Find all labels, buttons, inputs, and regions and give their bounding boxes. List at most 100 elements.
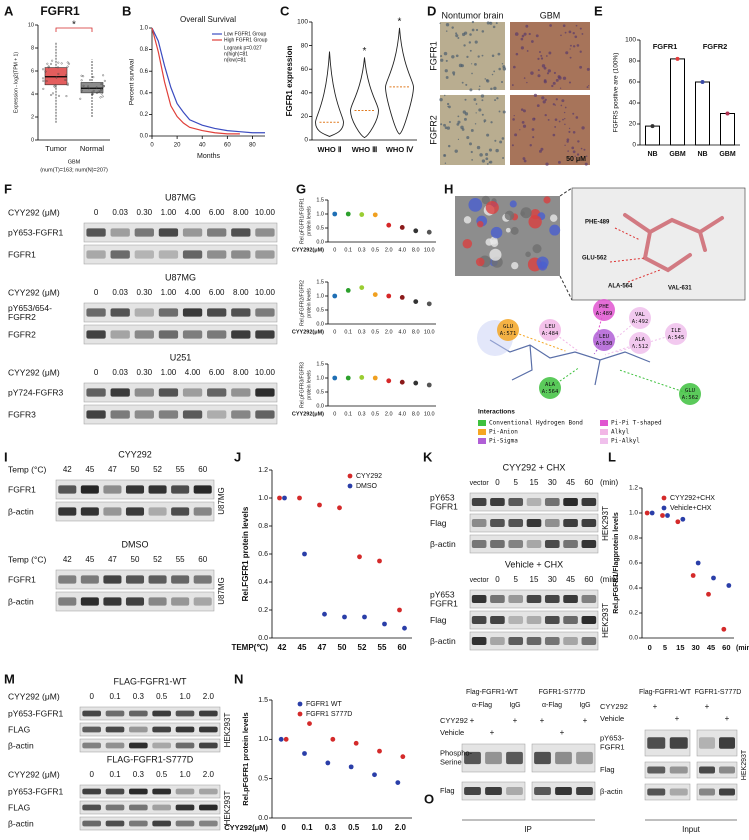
cell-nucleus: [475, 112, 477, 114]
cell-nucleus: [543, 79, 547, 82]
x-tick-label: 15: [676, 643, 684, 652]
lane-label: vector: [470, 480, 490, 487]
cell-nucleus: [586, 86, 589, 89]
lane-label: 30: [548, 575, 557, 584]
y-axis-label: protein levels: [306, 206, 312, 236]
lane-unit: (min): [600, 575, 619, 584]
cell-nucleus: [470, 63, 473, 65]
cell-nucleus: [485, 157, 489, 161]
jitter: [42, 77, 45, 80]
panel-letter: G: [296, 181, 306, 196]
cell-nucleus: [579, 27, 582, 30]
blot-band: [526, 498, 542, 506]
blot-band: [563, 498, 578, 506]
x-tick-label: 0: [333, 329, 336, 335]
data-point: [725, 111, 730, 116]
cell-nucleus: [572, 32, 575, 35]
blot-band: [581, 637, 597, 645]
data-point: [325, 760, 331, 766]
blot-membrane: [83, 404, 278, 425]
jitter: [66, 61, 69, 64]
data-point: [665, 513, 670, 518]
blot-band: [544, 519, 560, 527]
cell-nucleus: [541, 96, 545, 100]
panel-letter: K: [423, 449, 433, 464]
blot-band: [544, 595, 560, 603]
jitter: [56, 66, 59, 69]
jitter: [50, 94, 53, 97]
lane-label: 47: [108, 465, 117, 474]
cell-nucleus: [575, 24, 578, 27]
blot-band: [563, 616, 578, 624]
x-tick-label: 42: [278, 643, 287, 652]
residue-id: A:571: [500, 331, 517, 337]
y-tick-label: 2: [31, 114, 34, 120]
cell-nucleus: [465, 83, 468, 86]
legend-label: Pi-Anion: [489, 429, 518, 436]
data-point: [675, 519, 681, 525]
cell-nucleus: [564, 31, 567, 34]
panel-letter: E: [594, 3, 603, 18]
blot-membrane: [83, 302, 278, 323]
blot-band: [148, 597, 167, 606]
blot-band: [526, 519, 542, 527]
blot-band: [544, 498, 560, 506]
cell-nucleus: [440, 58, 444, 62]
lane-label: 50: [131, 465, 140, 474]
blot-band: [134, 388, 154, 397]
y-tick-label: 100: [625, 37, 636, 44]
cell-nucleus: [495, 148, 499, 153]
blot-membrane: [644, 761, 691, 779]
y-tick-label: 1.5: [316, 361, 324, 367]
cell-nucleus: [554, 118, 558, 121]
violin: [385, 27, 414, 135]
cell-nucleus: [530, 40, 534, 43]
blot-band: [105, 726, 125, 733]
blot-band: [199, 788, 218, 795]
lane-label: 15: [530, 478, 539, 487]
row-label: pY653-: [600, 733, 625, 742]
blot-band: [129, 820, 148, 827]
panel-letter: B: [122, 3, 131, 18]
y-axis-label: Expression - log2(TPM + 1): [13, 52, 19, 113]
blot-band: [152, 710, 171, 717]
row-label: FGFR2: [8, 312, 36, 322]
lane-label: 0: [94, 208, 99, 217]
blot-band: [699, 737, 715, 749]
data-point: [362, 614, 367, 620]
blot-band: [485, 751, 502, 765]
blot-band: [534, 751, 551, 765]
cell-nucleus: [528, 32, 531, 36]
x-tick-label: 47: [318, 643, 327, 652]
surface-atom: [532, 244, 542, 254]
jitter: [67, 62, 70, 65]
residue-label: GLU-562: [582, 256, 607, 262]
blot-membrane: [644, 783, 691, 801]
cell-nucleus: [536, 104, 540, 107]
sign: +: [560, 728, 565, 737]
blot-band: [544, 637, 560, 645]
cell-nucleus: [460, 64, 464, 68]
bar: [695, 81, 710, 146]
blot-band: [148, 575, 167, 584]
residue-id: A:545: [668, 335, 685, 341]
y-tick-label: 80: [301, 42, 309, 49]
cell-nucleus: [446, 126, 451, 130]
x-axis-label: TEMP(℃): [231, 643, 268, 652]
blot-membrane: [696, 783, 738, 801]
blot-band: [471, 595, 487, 603]
blot-band: [158, 250, 179, 259]
data-point: [690, 573, 696, 578]
y-tick-label: 0.0: [258, 635, 268, 642]
lane-label: 4.00: [185, 208, 201, 217]
y-tick-label: 0.6: [258, 551, 268, 558]
cell-nucleus: [547, 118, 550, 121]
blot-band: [508, 637, 524, 645]
data-point: [706, 591, 711, 597]
data-point: [426, 229, 432, 235]
cell-nucleus: [548, 51, 552, 55]
legend-swatch: [600, 420, 608, 426]
cell-nucleus: [533, 93, 538, 98]
blot-band: [231, 410, 251, 419]
data-point: [278, 736, 284, 742]
